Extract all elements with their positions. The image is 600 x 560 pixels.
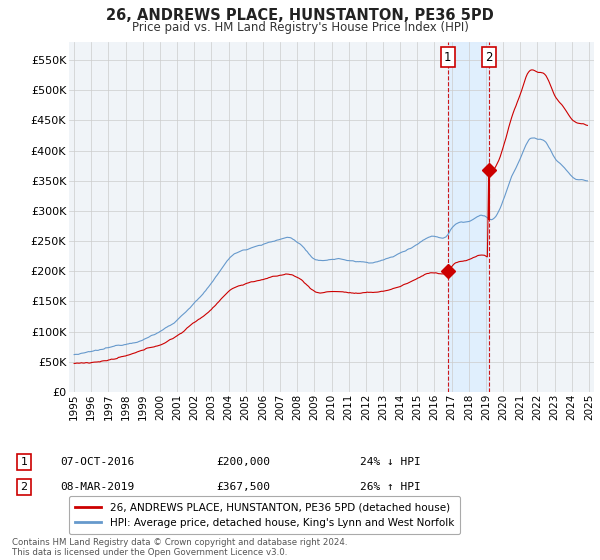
Text: Price paid vs. HM Land Registry's House Price Index (HPI): Price paid vs. HM Land Registry's House … <box>131 21 469 34</box>
Text: £200,000: £200,000 <box>216 457 270 467</box>
Legend: 26, ANDREWS PLACE, HUNSTANTON, PE36 5PD (detached house), HPI: Average price, de: 26, ANDREWS PLACE, HUNSTANTON, PE36 5PD … <box>69 496 460 534</box>
Text: £367,500: £367,500 <box>216 482 270 492</box>
Text: 2: 2 <box>485 50 493 64</box>
Bar <box>448 42 489 392</box>
Text: 26% ↑ HPI: 26% ↑ HPI <box>360 482 421 492</box>
Text: 08-MAR-2019: 08-MAR-2019 <box>60 482 134 492</box>
Text: 24% ↓ HPI: 24% ↓ HPI <box>360 457 421 467</box>
Text: 07-OCT-2016: 07-OCT-2016 <box>60 457 134 467</box>
Text: 1: 1 <box>444 50 452 64</box>
Text: Contains HM Land Registry data © Crown copyright and database right 2024.
This d: Contains HM Land Registry data © Crown c… <box>12 538 347 557</box>
Text: 26, ANDREWS PLACE, HUNSTANTON, PE36 5PD: 26, ANDREWS PLACE, HUNSTANTON, PE36 5PD <box>106 8 494 24</box>
Text: 1: 1 <box>20 457 28 467</box>
Text: 2: 2 <box>20 482 28 492</box>
